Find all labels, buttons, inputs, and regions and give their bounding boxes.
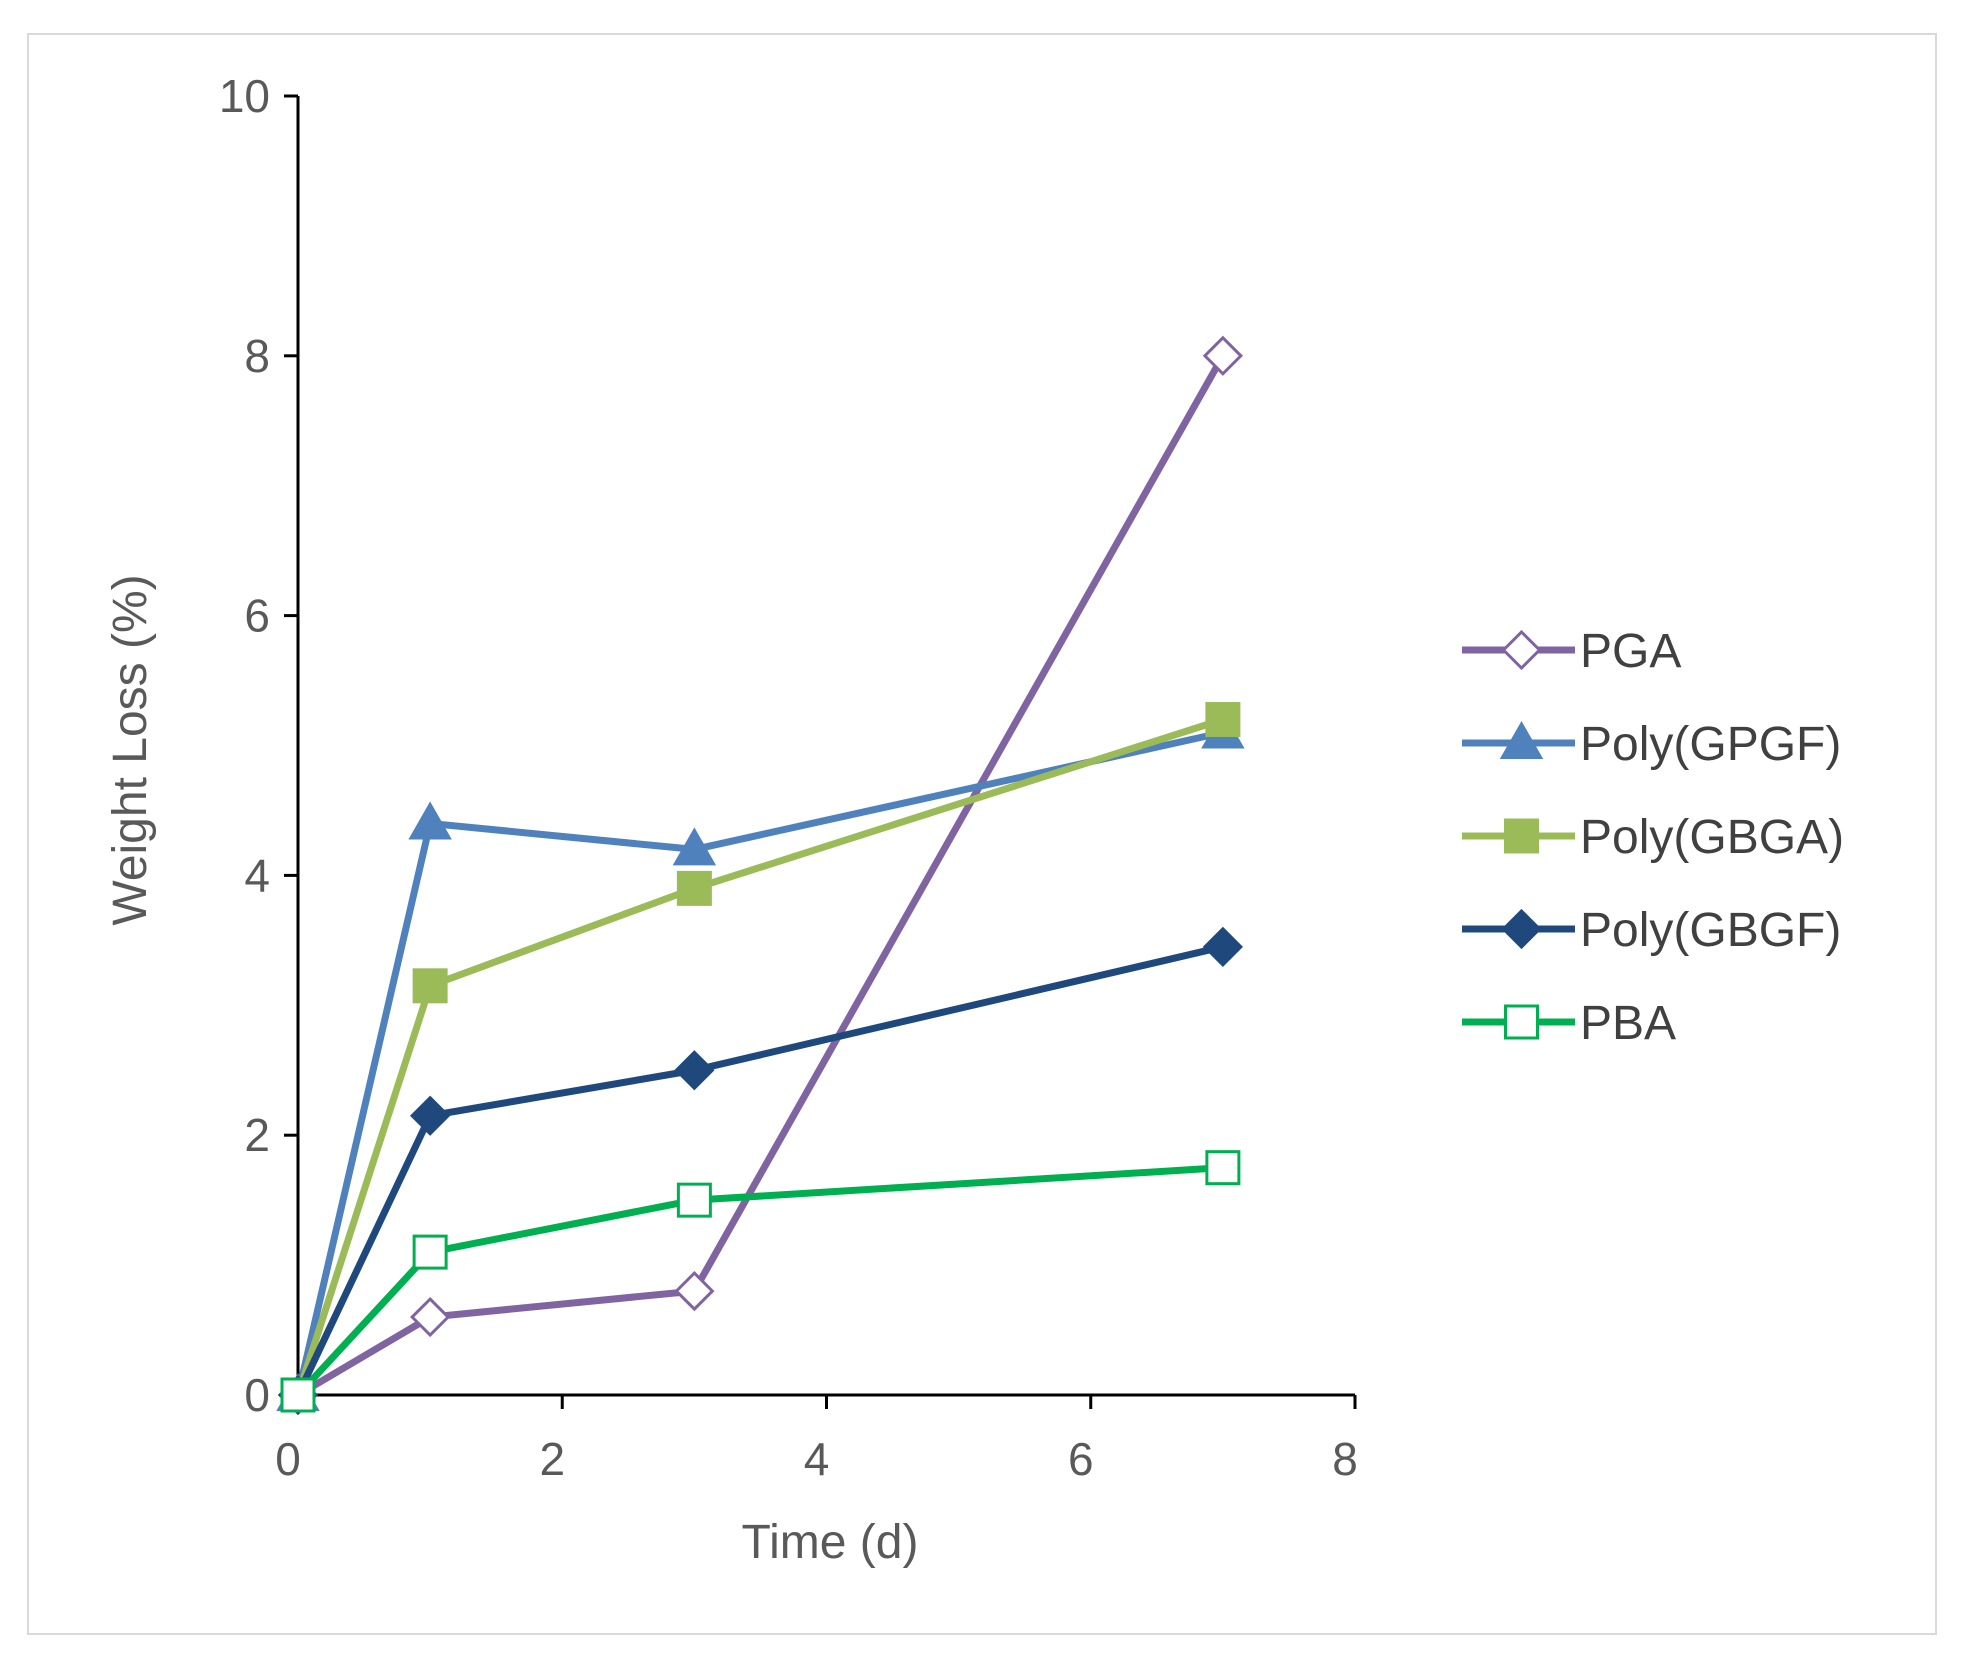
series-line [294,943,1224,1397]
legend-entry: PGA [1462,625,1681,678]
y-tick-label: 8 [244,330,270,382]
x-tick-label: 4 [804,1433,830,1485]
series-layer [276,335,1245,1416]
x-axis-title: Time (d) [742,1516,919,1569]
data-point-pga [410,1296,451,1338]
y-axis-title: Weight Loss (%) [104,574,157,925]
legend: PGA Poly(GPGF) Poly(GBGA) Poly(GBGF) PBA [1462,625,1844,1050]
data-point-legend [1501,908,1542,950]
data-point-poly-gbgf- [410,1095,451,1136]
y-tick-label: 2 [244,1109,270,1161]
y-tick-label: 0 [244,1369,270,1421]
data-point-poly-gpgf- [408,801,452,840]
data-point-poly-gbgf- [674,1050,715,1091]
data-point-pba [412,1234,448,1270]
y-tick-label: 6 [244,590,270,642]
legend-entry: Poly(GBGA) [1462,811,1844,864]
axes: 0 2 4 6 8 10 0 2 4 6 8 [219,70,1358,1485]
data-point-pba [280,1377,316,1413]
data-point-pba [676,1182,712,1218]
data-point-poly-gbga- [676,870,712,906]
data-point-legend [1501,629,1542,671]
x-tick-label: 8 [1332,1433,1358,1485]
legend-label: PGA [1580,625,1681,678]
data-point-poly-gbga- [412,968,448,1004]
series-line [296,354,1226,1399]
x-tick-label: 2 [539,1433,565,1485]
series-pga [277,335,1243,1416]
data-point-legend [1504,1004,1539,1040]
data-point-pga [1202,335,1243,376]
data-point-poly-gbgf- [1202,926,1243,967]
legend-entry: Poly(GPGF) [1462,718,1841,771]
legend-label: PBA [1580,997,1676,1050]
legend-label: Poly(GPGF) [1580,718,1841,771]
series-pba [280,1150,1241,1413]
series-line [294,729,1224,1396]
x-tick-label: 6 [1068,1433,1094,1485]
legend-label: Poly(GBGA) [1580,811,1844,864]
data-point-legend [1499,720,1544,759]
data-point-pba [1205,1150,1241,1186]
series-line [295,1164,1224,1398]
legend-entry: PBA [1462,997,1676,1050]
y-tick-label: 10 [219,70,270,122]
legend-entry: Poly(GBGF) [1462,904,1841,957]
legend-label: Poly(GBGF) [1580,904,1841,957]
x-tick-label: 0 [275,1433,301,1485]
data-point-pga [674,1270,715,1312]
y-tick-label: 4 [244,849,270,901]
data-point-poly-gbga- [1205,702,1241,738]
series-line [294,716,1224,1397]
data-point-poly-gpgf- [672,827,717,866]
data-point-legend [1504,818,1539,854]
